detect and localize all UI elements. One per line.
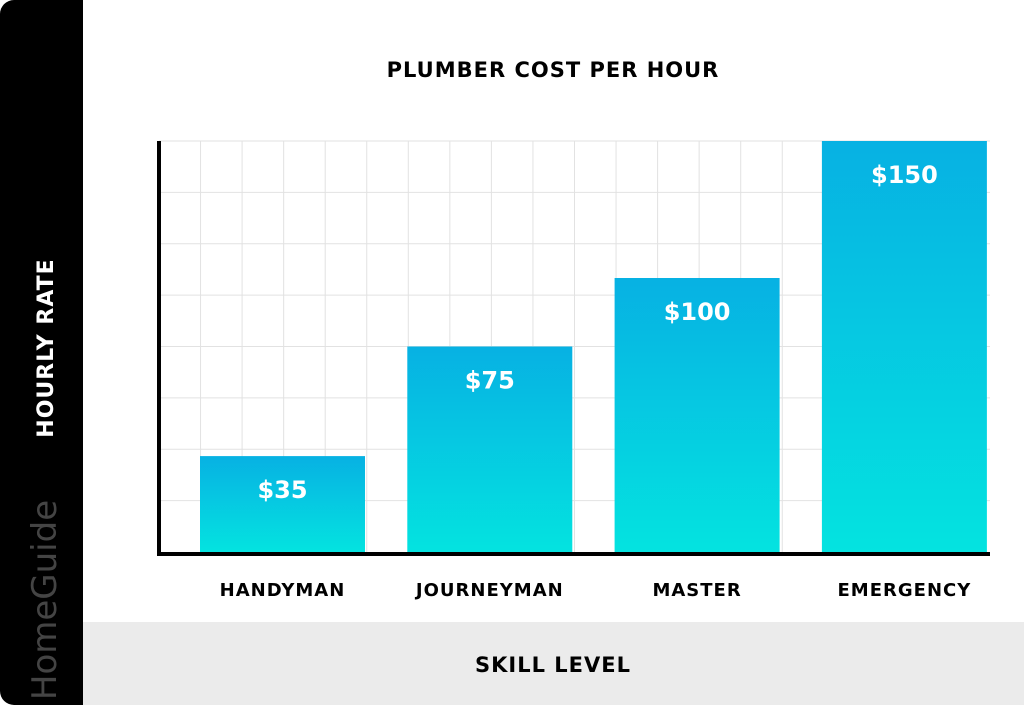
bar-journeyman xyxy=(407,346,573,552)
chart-title: PLUMBER COST PER HOUR xyxy=(387,58,720,82)
bar-handyman xyxy=(200,456,365,552)
x-tick-label: JOURNEYMAN xyxy=(414,580,564,601)
data-label: $35 xyxy=(257,476,307,504)
logo: HomeGuide xyxy=(25,500,65,700)
data-label: $150 xyxy=(871,161,938,189)
bar-emergency xyxy=(821,141,987,552)
data-label: $100 xyxy=(664,298,731,326)
bar-master xyxy=(614,278,780,552)
bars: $35 HANDYMAN $75 JOURNEYMAN $100 MASTER $150 EM… xyxy=(200,141,987,601)
x-tick-label: HANDYMAN xyxy=(220,580,346,601)
y-axis-label: HOURLY RATE xyxy=(34,258,59,437)
footer-band xyxy=(83,622,1024,705)
x-tick-label: EMERGENCY xyxy=(838,580,972,601)
data-label: $75 xyxy=(465,367,515,395)
x-axis-label: SKILL LEVEL xyxy=(475,653,631,677)
x-tick-label: MASTER xyxy=(652,580,741,601)
sidebar-band xyxy=(0,0,100,705)
